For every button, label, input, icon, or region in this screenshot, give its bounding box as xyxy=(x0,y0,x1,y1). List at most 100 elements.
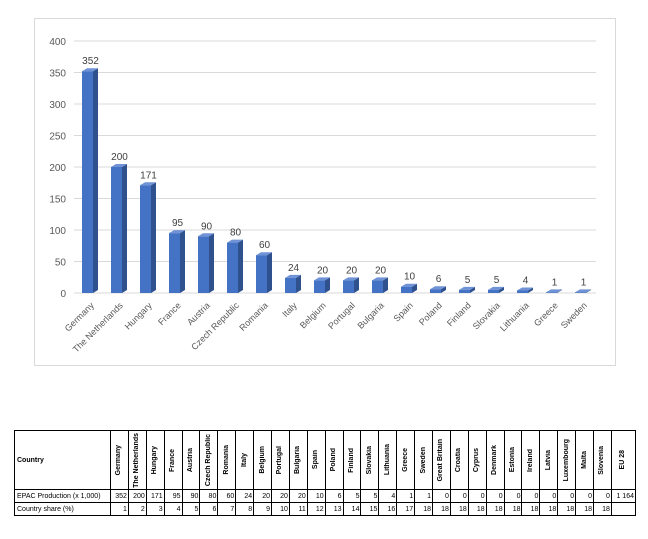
column-header-label: Italy xyxy=(240,452,248,467)
data-label: 171 xyxy=(140,170,157,181)
bar xyxy=(314,280,325,293)
table-column-header: Bulgaria xyxy=(288,430,308,490)
bars xyxy=(82,68,591,294)
bar xyxy=(198,236,209,293)
bar xyxy=(343,280,354,293)
table-cell: 18 xyxy=(449,502,469,516)
table-cell: 1 xyxy=(110,502,129,516)
table-cell: 6 xyxy=(199,502,219,516)
bar-top xyxy=(343,277,359,281)
table-column-header: Denmark xyxy=(485,430,505,490)
table-cell xyxy=(610,502,637,516)
table-column-header: Czech Republic xyxy=(199,430,219,490)
x-category-label: Finland xyxy=(445,300,473,328)
table-cell: 352 xyxy=(110,489,129,503)
column-header-label: Spain xyxy=(312,450,320,470)
table-column-header: Italy xyxy=(235,430,255,490)
table-column-header: Latvia xyxy=(539,430,559,490)
table-cell: 20 xyxy=(253,489,273,503)
bar xyxy=(575,292,586,293)
bar xyxy=(430,289,441,293)
column-header-label: Greece xyxy=(401,448,409,472)
column-header-label: Luxembourg xyxy=(562,438,570,482)
table-cell: 0 xyxy=(593,489,612,503)
table-column-header: Portugal xyxy=(271,430,290,490)
bar-side xyxy=(122,164,127,293)
y-tick-label: 350 xyxy=(49,69,66,80)
column-header-label: EU 28 xyxy=(619,450,627,470)
bar-top xyxy=(256,252,272,256)
y-axis-ticks: 0 50 100 150 200 250 300 350 400 xyxy=(49,37,66,300)
x-category-label: Poland xyxy=(417,300,444,327)
bar xyxy=(517,290,528,293)
column-header-label: Poland xyxy=(330,448,338,472)
bar-top xyxy=(140,182,156,186)
table-column-header: Slovakia xyxy=(360,430,380,490)
bar-top xyxy=(169,230,185,234)
table-row: EPAC Production (x 1,000) 352 200 171 95 90 80… xyxy=(14,489,637,503)
table-cell: 90 xyxy=(181,489,201,503)
data-label: 1 xyxy=(581,277,587,288)
table-column-header: France xyxy=(163,430,183,490)
bar-side xyxy=(586,289,591,293)
bar-side xyxy=(325,277,330,293)
x-category-label: Austria xyxy=(185,300,212,327)
x-category-label: France xyxy=(156,300,183,327)
table-cell: 5 xyxy=(181,502,201,516)
data-label: 1 xyxy=(552,277,558,288)
x-category-label: Portugal xyxy=(326,300,357,331)
bar-side xyxy=(267,252,272,293)
bar-top xyxy=(459,286,475,290)
table-cell: 18 xyxy=(503,502,523,516)
table-cell: 0 xyxy=(539,489,559,503)
table-cell: 4 xyxy=(378,489,398,503)
y-tick-label: 150 xyxy=(49,195,66,206)
x-category-label: Sweden xyxy=(559,300,589,330)
bar-side xyxy=(470,286,475,293)
bar-side xyxy=(151,182,156,293)
y-tick-label: 100 xyxy=(49,226,66,237)
table-cell: 18 xyxy=(539,502,559,516)
bar-top xyxy=(82,68,98,72)
table-column-header: Sweden xyxy=(414,430,434,490)
bar-top xyxy=(401,283,417,287)
bar-top xyxy=(575,289,591,293)
bar-top xyxy=(227,239,243,243)
table-cell: 0 xyxy=(557,489,577,503)
column-header-label: Germany xyxy=(115,444,123,476)
table-column-header: Hungary xyxy=(145,430,165,490)
data-label: 20 xyxy=(346,265,358,276)
table-column-header: Romania xyxy=(217,430,237,490)
data-table: Country Germany The Netherlands Hungary Fra… xyxy=(14,430,637,516)
column-header-label: Slovenia xyxy=(598,445,606,475)
table-cell: 7 xyxy=(217,502,237,516)
bar-top xyxy=(430,286,446,290)
table-column-header: Cyprus xyxy=(467,430,487,490)
y-tick-label: 50 xyxy=(55,258,67,269)
table-cell: 18 xyxy=(432,502,451,516)
gridlines xyxy=(74,40,596,294)
data-label: 200 xyxy=(111,152,128,163)
bar-side xyxy=(412,283,417,293)
data-label: 95 xyxy=(172,218,184,229)
table-cell: 6 xyxy=(324,489,344,503)
table-cell: 24 xyxy=(235,489,255,503)
table-cell: 18 xyxy=(557,502,577,516)
x-category-label: Lithuania xyxy=(498,300,531,333)
table-column-header: Great Britain xyxy=(432,430,451,490)
data-label: 80 xyxy=(230,228,242,239)
x-category-label: Hungary xyxy=(123,300,154,331)
column-header-label: Ireland xyxy=(526,448,534,472)
table-cell: 8 xyxy=(235,502,255,516)
bar-side xyxy=(499,286,504,293)
row-label: EPAC Production (x 1,000) xyxy=(14,489,111,503)
column-header-label: Hungary xyxy=(151,445,159,475)
table-column-header: Estonia xyxy=(503,430,523,490)
bar xyxy=(285,277,296,293)
data-label: 90 xyxy=(201,221,213,232)
table-cell: 16 xyxy=(378,502,398,516)
table-cell: 14 xyxy=(342,502,362,516)
table-cell: 18 xyxy=(414,502,434,516)
bar xyxy=(488,289,499,293)
bar xyxy=(401,286,412,293)
